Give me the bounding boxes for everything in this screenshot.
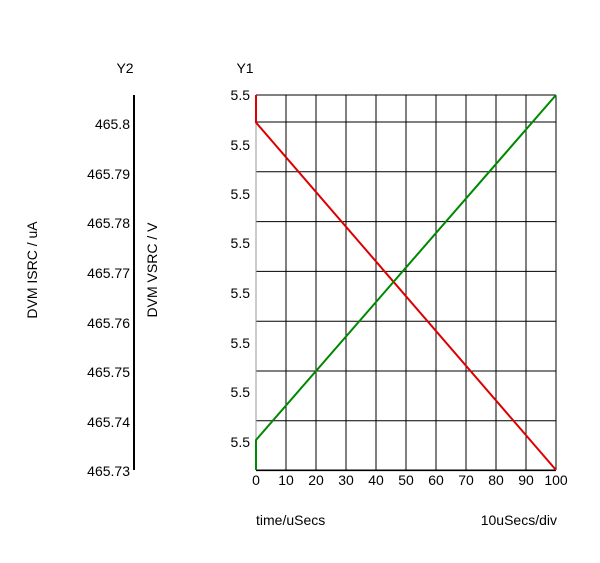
y2-tick-label: 465.74 (87, 414, 130, 430)
y1-tick-label: 5.5 (231, 137, 251, 153)
x-tick-label: 90 (518, 472, 534, 488)
y2-axis-label: Y2 (116, 60, 133, 76)
y2-title: DVM ISRC / uA (24, 221, 40, 319)
x-tick-label: 20 (308, 472, 324, 488)
y1-tick-label: 5.5 (231, 335, 251, 351)
y2-tick-labels: 465.8 465.79 465.78 465.77 465.76 465.75 465.7… (87, 116, 130, 479)
x-scale-note: 10uSecs/div (481, 512, 557, 528)
plot-grid (255, 94, 557, 472)
x-tick-label: 0 (252, 472, 260, 488)
x-tick-label: 100 (544, 472, 568, 488)
y1-tick-labels: 5.5 5.5 5.5 5.5 5.5 5.5 5.5 5.5 (231, 87, 251, 450)
x-tick-label: 70 (458, 472, 474, 488)
y1-tick-label: 5.5 (231, 87, 251, 103)
y2-tick-label: 465.73 (87, 463, 130, 479)
y1-tick-label: 5.5 (231, 186, 251, 202)
y2-tick-label: 465.78 (87, 215, 130, 231)
y1-tick-label: 5.5 (231, 384, 251, 400)
y2-tick-label: 465.8 (95, 116, 130, 132)
y2-tick-label: 465.75 (87, 364, 130, 380)
y2-tick-label: 465.76 (87, 315, 130, 331)
x-tick-label: 80 (488, 472, 504, 488)
series-lines (255, 94, 557, 471)
y1-axis-label: Y1 (236, 60, 253, 76)
y1-title: DVM VSRC / V (144, 222, 160, 318)
x-tick-label: 50 (398, 472, 414, 488)
x-tick-label: 60 (428, 472, 444, 488)
x-tick-label: 10 (278, 472, 294, 488)
series-line-1 (255, 95, 557, 471)
x-axis-title: time/uSecs (256, 512, 325, 528)
x-tick-label: 40 (368, 472, 384, 488)
x-tick-labels: 0 10 20 30 40 50 60 70 80 90 100 (252, 472, 568, 488)
y2-tick-label: 465.77 (87, 265, 130, 281)
y2-tick-label: 465.79 (87, 166, 130, 182)
series-line-2 (255, 94, 557, 470)
y1-tick-label: 5.5 (231, 434, 251, 450)
x-tick-label: 30 (338, 472, 354, 488)
y1-tick-label: 5.5 (231, 285, 251, 301)
y1-tick-label: 5.5 (231, 235, 251, 251)
